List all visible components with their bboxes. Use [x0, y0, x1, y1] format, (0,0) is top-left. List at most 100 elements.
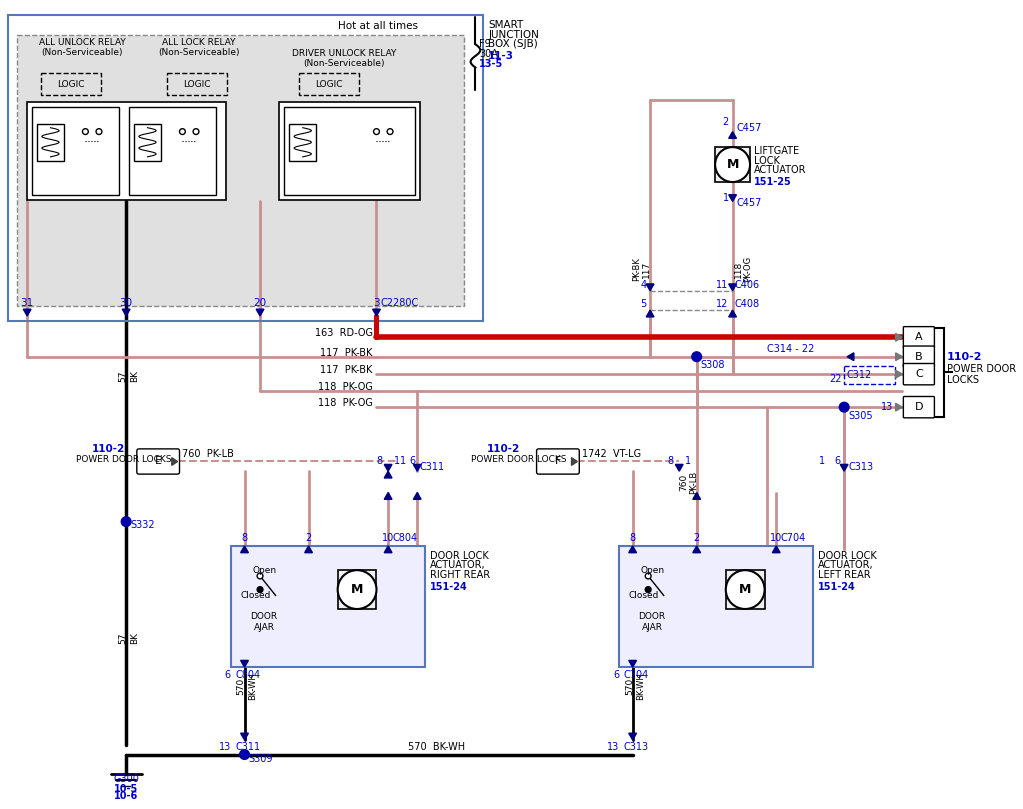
Text: BOX (SJB): BOX (SJB): [488, 40, 538, 49]
Text: ACTUATOR,: ACTUATOR,: [818, 561, 874, 570]
Circle shape: [338, 570, 376, 609]
Text: 1: 1: [685, 456, 692, 467]
Text: JUNCTION: JUNCTION: [488, 30, 539, 40]
Polygon shape: [385, 464, 392, 471]
Text: 8: 8: [667, 456, 673, 467]
Text: 118  PK-OG: 118 PK-OG: [318, 382, 372, 392]
Text: 8: 8: [241, 533, 248, 543]
Text: 30: 30: [120, 299, 133, 308]
Polygon shape: [24, 309, 31, 316]
Polygon shape: [675, 464, 683, 471]
Text: 11-3: 11-3: [488, 51, 515, 61]
Bar: [167, 74, 227, 95]
Circle shape: [725, 570, 764, 609]
Text: ALL UNLOCK RELAY: ALL UNLOCK RELAY: [39, 38, 126, 47]
Text: LOCK: LOCK: [754, 155, 780, 166]
Text: 13: 13: [881, 402, 893, 412]
Text: 6: 6: [834, 456, 840, 467]
Polygon shape: [693, 546, 701, 553]
Text: POWER DOOR LOCKS: POWER DOOR LOCKS: [471, 455, 566, 464]
Text: Open: Open: [640, 565, 665, 574]
Circle shape: [239, 750, 250, 760]
Text: 570: 570: [236, 678, 246, 695]
Polygon shape: [728, 132, 737, 138]
Text: SMART: SMART: [488, 20, 524, 30]
Text: 163  RD-OG: 163 RD-OG: [315, 328, 372, 338]
Text: RIGHT REAR: RIGHT REAR: [430, 570, 490, 580]
Bar: [134, 124, 161, 161]
Text: AJAR: AJAR: [641, 623, 663, 632]
Text: A: A: [915, 332, 923, 342]
Text: 10-5: 10-5: [114, 784, 138, 794]
FancyBboxPatch shape: [903, 327, 934, 348]
Circle shape: [646, 587, 651, 592]
Circle shape: [646, 573, 651, 579]
Text: 1: 1: [400, 456, 406, 467]
Text: LEFT REAR: LEFT REAR: [818, 570, 871, 580]
Text: LOGIC: LOGIC: [183, 79, 211, 88]
Polygon shape: [895, 353, 902, 361]
Text: PK-OG: PK-OG: [744, 256, 753, 282]
Polygon shape: [372, 309, 381, 316]
Text: 10: 10: [382, 533, 394, 543]
Text: E: E: [154, 456, 162, 467]
Text: C408: C408: [735, 299, 760, 309]
Text: C313: C313: [848, 462, 874, 472]
Polygon shape: [895, 403, 902, 411]
Bar: [8, 15, 483, 321]
Text: 151-24: 151-24: [430, 582, 468, 591]
Text: C313: C313: [624, 742, 649, 752]
Text: 6: 6: [225, 670, 231, 680]
Text: (Non-Serviceable): (Non-Serviceable): [159, 48, 239, 57]
Circle shape: [179, 129, 185, 134]
Bar: [844, 366, 895, 384]
Text: S305: S305: [848, 411, 873, 421]
Text: ALL LOCK RELAY: ALL LOCK RELAY: [163, 38, 235, 47]
Text: C406: C406: [735, 280, 760, 290]
Polygon shape: [728, 284, 737, 290]
Text: 117  PK-BK: 117 PK-BK: [320, 348, 372, 358]
Text: Open: Open: [253, 565, 276, 574]
Text: ACTUATOR,: ACTUATOR,: [430, 561, 486, 570]
Polygon shape: [895, 371, 902, 378]
Circle shape: [692, 352, 702, 362]
Text: 1: 1: [394, 456, 400, 467]
Circle shape: [373, 129, 380, 134]
Text: C312: C312: [846, 371, 872, 380]
Text: C704: C704: [624, 670, 650, 680]
Circle shape: [257, 573, 263, 579]
FancyBboxPatch shape: [903, 396, 934, 417]
Polygon shape: [728, 195, 737, 201]
Text: BK: BK: [130, 370, 139, 382]
Text: 760: 760: [679, 474, 688, 492]
Polygon shape: [895, 333, 902, 341]
Text: 1: 1: [818, 456, 825, 467]
Circle shape: [122, 517, 131, 527]
Polygon shape: [629, 546, 636, 553]
Text: 6: 6: [409, 456, 415, 467]
Polygon shape: [772, 546, 781, 553]
Text: C311: C311: [235, 742, 261, 752]
Text: 4: 4: [640, 280, 647, 290]
Bar: [299, 74, 359, 95]
Polygon shape: [728, 310, 737, 317]
Text: F9: F9: [480, 40, 491, 49]
Text: 13: 13: [607, 742, 619, 752]
Polygon shape: [385, 493, 392, 499]
Text: DOOR LOCK: DOOR LOCK: [430, 551, 489, 561]
Text: DOOR LOCK: DOOR LOCK: [818, 551, 877, 561]
Text: 151-24: 151-24: [818, 582, 855, 591]
Text: 3: 3: [373, 299, 380, 308]
Text: 1: 1: [722, 193, 728, 202]
Text: C704: C704: [781, 533, 805, 543]
Text: 110-2: 110-2: [92, 444, 126, 454]
Polygon shape: [240, 660, 249, 667]
Text: D: D: [915, 402, 923, 412]
Polygon shape: [629, 660, 636, 667]
FancyBboxPatch shape: [903, 346, 934, 367]
Text: 110-2: 110-2: [487, 444, 521, 454]
Text: DOOR: DOOR: [251, 612, 277, 621]
Circle shape: [83, 129, 88, 134]
Polygon shape: [172, 458, 178, 465]
Text: 110-2: 110-2: [947, 352, 982, 362]
